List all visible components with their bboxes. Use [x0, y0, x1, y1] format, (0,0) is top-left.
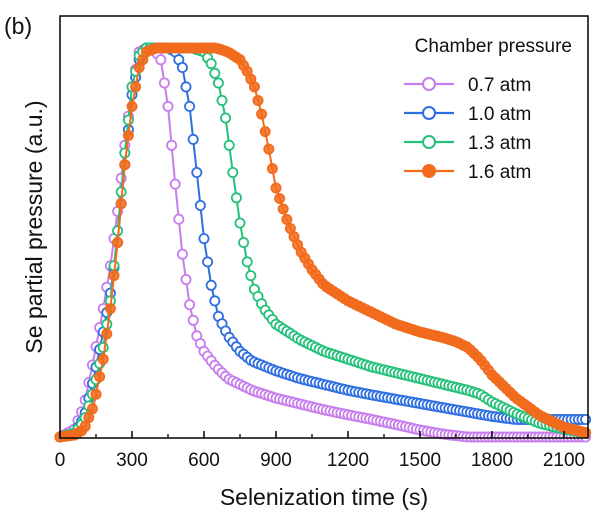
data-point — [122, 129, 134, 141]
data-point — [256, 108, 268, 120]
data-point — [101, 328, 113, 340]
legend-label: 1.3 atm — [468, 133, 531, 154]
data-point — [580, 413, 592, 425]
data-point — [212, 77, 224, 89]
x-tick-label: 900 — [260, 450, 292, 471]
x-axis-title: Selenization time (s) — [220, 484, 428, 510]
data-point — [205, 58, 217, 70]
legend-label: 0.7 atm — [468, 75, 531, 96]
legend-item: 1.3 atm — [404, 133, 531, 154]
legend-marker — [422, 135, 436, 149]
data-point — [126, 100, 138, 112]
data-point — [223, 139, 235, 151]
data-point — [194, 199, 206, 211]
x-tick-label: 1800 — [471, 450, 513, 471]
data-point — [248, 81, 260, 93]
data-point — [230, 192, 242, 204]
data-point — [220, 112, 232, 124]
data-point — [259, 126, 271, 138]
data-point — [97, 341, 109, 353]
data-point — [119, 159, 131, 171]
data-point — [184, 299, 196, 311]
data-point — [108, 270, 120, 282]
legend-title: Chamber pressure — [415, 36, 572, 57]
legend: 0.7 atm 1.0 atm 1.3 atm 1.6 atm — [404, 75, 531, 183]
data-point — [83, 412, 95, 424]
legend-marker — [422, 164, 436, 178]
data-point — [209, 295, 221, 307]
data-point — [277, 203, 289, 215]
data-point — [263, 143, 275, 155]
data-point — [158, 77, 170, 89]
data-point — [266, 163, 278, 175]
data-point — [119, 147, 131, 159]
data-point — [115, 198, 127, 210]
data-point — [241, 256, 253, 268]
x-axis-ticks: 0 300 600 900 1200 1500 1800 2100 — [55, 431, 585, 471]
data-point — [104, 303, 116, 315]
data-point — [176, 248, 188, 260]
x-tick-label: 1200 — [327, 450, 369, 471]
x-tick-label: 0 — [55, 450, 66, 471]
data-point — [245, 270, 257, 282]
data-point — [180, 81, 192, 93]
legend-label: 1.6 atm — [468, 162, 531, 183]
data-point — [580, 426, 592, 438]
data-point — [187, 133, 199, 145]
legend-marker — [422, 77, 436, 91]
data-point — [162, 100, 174, 112]
data-point — [216, 95, 228, 107]
data-point — [94, 371, 106, 383]
data-point — [234, 217, 246, 229]
data-point — [281, 213, 293, 225]
x-tick-label: 1500 — [399, 450, 441, 471]
data-point — [274, 192, 286, 204]
x-tick-label: 300 — [116, 450, 148, 471]
data-point — [166, 139, 178, 151]
data-point — [173, 213, 185, 225]
data-point — [86, 403, 98, 415]
data-point — [176, 62, 188, 74]
plot-frame — [59, 15, 589, 439]
data-point — [198, 233, 210, 245]
data-point — [184, 100, 196, 112]
data-point — [252, 95, 264, 107]
data-point — [209, 67, 221, 79]
data-point — [191, 166, 203, 178]
plot-series — [54, 42, 592, 443]
data-point — [205, 279, 217, 291]
data-point — [270, 182, 282, 194]
data-point — [169, 178, 181, 190]
legend-label: 1.0 atm — [468, 104, 531, 125]
data-point — [187, 314, 199, 326]
x-tick-label: 2100 — [543, 450, 585, 471]
legend-item: 1.6 atm — [404, 162, 531, 183]
x-tick-label: 600 — [188, 450, 220, 471]
data-point — [180, 273, 192, 285]
panel-label: (b) — [4, 13, 32, 39]
data-point — [90, 388, 102, 400]
y-axis-title: Se partial pressure (a.u.) — [21, 100, 47, 353]
legend-item: 0.7 atm — [404, 75, 531, 96]
data-point — [202, 256, 214, 268]
data-point — [130, 81, 142, 93]
data-point — [227, 166, 239, 178]
legend-marker — [422, 106, 436, 120]
data-point — [238, 236, 250, 248]
data-point — [112, 236, 124, 248]
legend-item: 1.0 atm — [404, 104, 531, 125]
series-1.6-atm — [54, 42, 592, 443]
data-point — [97, 353, 109, 365]
data-point — [155, 54, 167, 66]
